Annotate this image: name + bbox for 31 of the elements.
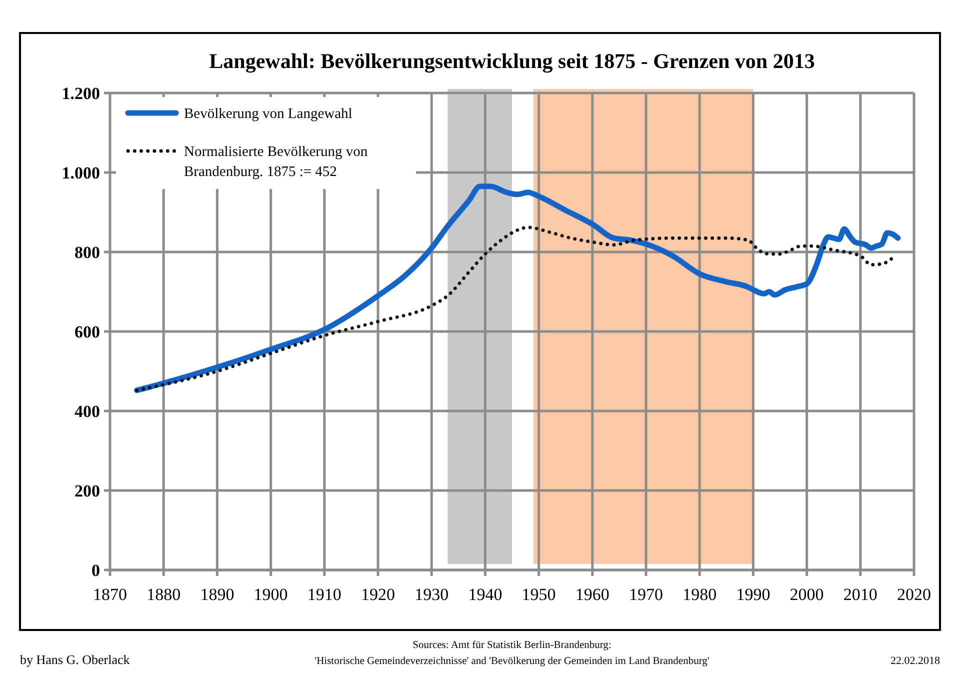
- text: by Hans G. Oberlack: [20, 652, 130, 667]
- x-tick-label: 1890: [200, 585, 234, 604]
- y-tick-label: 200: [74, 482, 100, 500]
- y-tick-label: 0: [92, 561, 100, 580]
- x-tick-label: 1990: [736, 585, 770, 604]
- source-note: Sources: Amt für Statistik Berlin-Brandenburg:: [412, 640, 612, 651]
- x-tick-label: 1900: [254, 585, 288, 604]
- legend-label: Normalisierte Bevölkerung von Brandenburg. 1875 := 452: [184, 144, 368, 180]
- text: 22.02.2018: [890, 655, 940, 667]
- x-tick-label: 1960: [575, 585, 610, 604]
- y-tick-label: 800: [74, 243, 100, 262]
- x-tick-label: 1970: [629, 585, 663, 604]
- x-tick-label: 1910: [307, 585, 342, 604]
- x-tick-label: 1950: [522, 585, 556, 604]
- x-tick-label: 1930: [414, 585, 449, 604]
- x-tick-label: 2010: [843, 585, 878, 604]
- y-tick-label: 600: [74, 322, 100, 342]
- x-tick-label: 1940: [468, 585, 502, 604]
- x-tick-label: 2000: [790, 585, 824, 604]
- x-tick-label: 1880: [146, 585, 181, 604]
- x-tick-label: 1920: [361, 585, 395, 604]
- line-series: [135, 226, 894, 392]
- legend-label: Bevölkerung von Langewahl: [184, 106, 352, 122]
- x-tick-label: 1870: [93, 585, 127, 604]
- x-tick-label: 1980: [682, 585, 717, 604]
- text: 'Historische Gemeindeverzeichnisse' and 'Bevölkerung der Gemeinden im Land Brandenburg': [314, 656, 710, 667]
- chart-title: Langewahl: Bevölkerungsentwicklung seit 1875 - Grenzen von 2013: [209, 49, 815, 73]
- x-tick-label: 2020: [897, 585, 931, 604]
- y-tick-label: 1.000: [62, 164, 100, 182]
- y-tick-label: 1.200: [62, 84, 100, 103]
- y-tick-label: 400: [74, 402, 100, 421]
